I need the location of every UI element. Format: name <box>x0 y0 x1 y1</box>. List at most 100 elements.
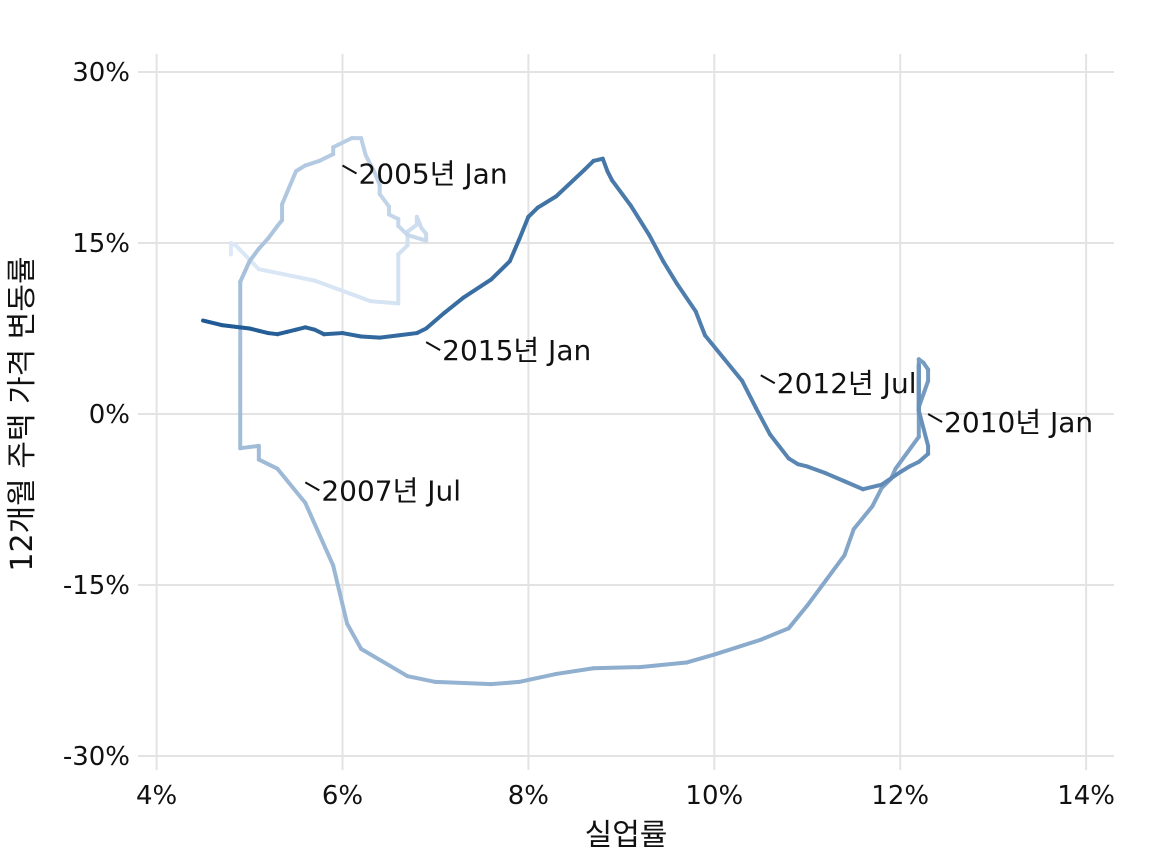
y-tick-labels: 30% 15% 0% -15% -30% <box>63 58 130 772</box>
x-tick-label: 4% <box>136 781 177 811</box>
line-segment <box>396 331 419 338</box>
data-line <box>201 136 931 687</box>
x-tick-label: 10% <box>685 781 743 811</box>
line-segment <box>461 277 494 300</box>
annotation-leader <box>304 481 320 492</box>
line-segment <box>526 205 540 219</box>
line-segment <box>582 158 596 173</box>
line-segment <box>489 259 512 282</box>
y-tick-label: -30% <box>63 742 130 772</box>
line-segment <box>359 136 368 158</box>
line-segment <box>879 470 903 487</box>
line-segment <box>405 674 438 684</box>
line-segment <box>321 331 345 337</box>
line-segment <box>335 136 354 147</box>
line-segment <box>201 318 224 328</box>
line-segment <box>693 309 708 338</box>
line-segment <box>870 486 884 509</box>
line-segment <box>233 243 261 272</box>
line-segment <box>340 331 364 339</box>
annotation-leader <box>927 413 943 423</box>
line-segment <box>721 356 745 383</box>
line-segment <box>647 233 666 264</box>
annotation-leader <box>341 164 357 175</box>
line-segment <box>303 500 336 568</box>
y-axis-title: 12개월 주택 가격 변동률 <box>5 256 40 571</box>
annotation-label: 2005년 Jan <box>358 157 507 190</box>
line-segment <box>507 237 522 264</box>
line-segment <box>517 214 531 242</box>
line-segment <box>363 153 378 176</box>
x-axis-title: 실업률 <box>585 818 668 853</box>
line-segment <box>359 646 410 679</box>
line-segment <box>805 464 828 476</box>
x-tick-label: 14% <box>1057 781 1115 811</box>
line-segment <box>823 553 847 583</box>
line-segment <box>600 156 610 174</box>
line-segment <box>712 637 763 657</box>
line-segment <box>628 203 652 238</box>
annotation-leader <box>425 341 441 352</box>
line-segment <box>280 169 299 207</box>
line-segment <box>554 168 587 199</box>
line-segment <box>591 665 642 671</box>
line-segment <box>377 333 401 340</box>
y-tick-label: 0% <box>89 400 130 430</box>
annotation-leader <box>760 374 776 385</box>
line-segment <box>861 482 884 492</box>
annotation-label: 2007년 Jul <box>321 474 461 507</box>
line-segment <box>317 152 336 163</box>
line-segment <box>442 295 466 315</box>
line-segment <box>489 679 522 687</box>
y-tick-label: -15% <box>63 571 130 601</box>
line-segment <box>256 267 317 283</box>
line-segment <box>414 214 424 231</box>
annotation-label: 2015년 Jan <box>442 334 591 367</box>
line-segment <box>256 457 280 471</box>
line-segment <box>377 191 391 209</box>
line-segment <box>517 671 559 684</box>
line-segment <box>916 451 931 464</box>
y-tick-label: 30% <box>72 58 130 88</box>
line-segment <box>368 299 401 306</box>
annotation-label: 2012년 Jul <box>777 367 917 400</box>
line-segment <box>345 621 364 651</box>
line-segment <box>256 236 271 251</box>
line-segment <box>396 223 410 238</box>
line-segment <box>331 563 350 626</box>
line-segment <box>247 246 261 264</box>
line-segment <box>405 233 429 243</box>
line-segment <box>916 408 931 448</box>
line-segment <box>842 479 866 492</box>
x-tick-label: 8% <box>508 781 549 811</box>
line-segment <box>684 652 717 665</box>
y-gridlines <box>138 71 1114 757</box>
line-segment <box>424 310 447 331</box>
y-tick-label: 15% <box>72 229 130 259</box>
line-segment <box>805 578 828 608</box>
line-segment <box>675 282 698 314</box>
line-segment <box>786 603 810 631</box>
line-segment <box>842 527 856 558</box>
line-segment <box>893 434 921 471</box>
line-segment <box>266 223 280 241</box>
line-segment <box>554 666 596 676</box>
x-tick-label: 6% <box>322 781 363 811</box>
line-segment <box>219 323 243 330</box>
line-segment <box>238 443 261 451</box>
x-tick-label: 12% <box>871 781 929 811</box>
line-segment <box>703 333 726 361</box>
line-segment <box>535 194 559 210</box>
line-segment <box>312 278 354 297</box>
line-segment <box>768 432 791 461</box>
x-gridlines <box>155 54 1088 770</box>
line-segment <box>303 158 322 168</box>
x-tick-labels: 4% 6% 8% 10% 12% 14% <box>136 781 1115 811</box>
line-segment <box>851 504 875 532</box>
annotations: 2005년 Jan 2007년 Jul 2010년 Jan 2012년 Jul 2015… <box>304 157 1093 507</box>
line-segment <box>740 378 759 411</box>
line-segment <box>610 178 633 208</box>
line-segment <box>359 334 382 340</box>
line-segment <box>637 660 689 670</box>
